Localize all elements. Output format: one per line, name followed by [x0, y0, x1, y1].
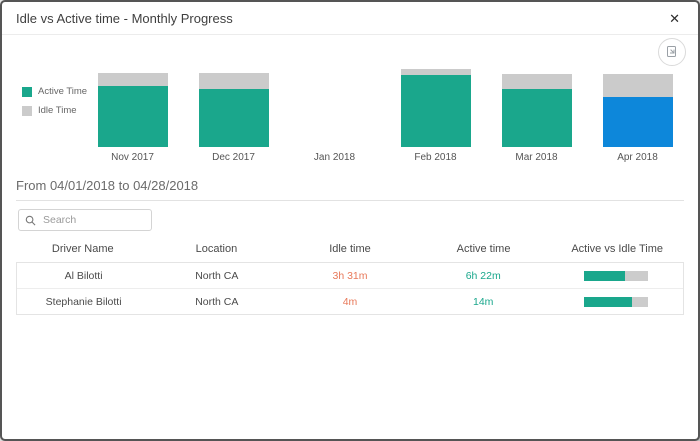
column-header-location: Location: [195, 243, 238, 255]
location-cell: North CA: [195, 269, 239, 282]
idle-segment: [501, 74, 572, 90]
legend-label-idle: Idle Time: [38, 105, 77, 116]
chart-month-slot[interactable]: Apr 2018: [587, 62, 688, 163]
chart-month-slot[interactable]: Jan 2018: [284, 62, 385, 163]
table-row[interactable]: Stephanie Bilotti North CA 4m 14m: [17, 289, 683, 314]
drivers-table: Al Bilotti North CA 3h 31m 6h 22m Stephanie …: [16, 262, 684, 315]
active-fill: [584, 270, 626, 281]
active-vs-idle-cell: [550, 296, 683, 307]
month-label: Nov 2017: [111, 152, 154, 163]
close-icon[interactable]: ✕: [669, 10, 680, 26]
active-vs-idle-bar: [584, 296, 649, 307]
chart-legend: Active Time Idle Time: [22, 86, 87, 124]
month-label: Mar 2018: [515, 152, 558, 163]
bars-area: Nov 2017 Dec 2017 Jan 2018 Feb 2018 Mar 2018…: [82, 62, 688, 163]
monthly-stacked-bar-chart: Active Time Idle Time Nov 2017 Dec 2017 Ja…: [2, 62, 698, 168]
column-header-active-vs-idle: Active vs Idle Time: [571, 243, 664, 255]
idle-segment: [602, 74, 673, 98]
chart-month-slot[interactable]: Nov 2017: [82, 62, 183, 163]
active-segment: [400, 75, 471, 147]
table-row[interactable]: Al Bilotti North CA 3h 31m 6h 22m: [17, 263, 683, 289]
chart-month-slot[interactable]: Feb 2018: [385, 62, 486, 163]
active-time-cell: 14m: [472, 295, 494, 308]
driver-name-cell: Stephanie Bilotti: [45, 295, 122, 308]
stacked-bar[interactable]: [198, 72, 269, 147]
chart-month-slot[interactable]: Dec 2017: [183, 62, 284, 163]
export-chart-button[interactable]: [658, 38, 686, 66]
active-time-swatch: [22, 86, 32, 97]
column-header-active-time: Active time: [456, 243, 511, 255]
chart-month-slot[interactable]: Mar 2018: [486, 62, 587, 163]
active-segment: [501, 89, 572, 147]
idle-segment: [400, 69, 471, 76]
active-segment: [198, 89, 269, 147]
legend-label-active: Active Time: [38, 86, 88, 97]
dialog-header: Idle vs Active time - Monthly Progress ✕: [2, 2, 698, 35]
period-heading: From 04/01/2018 to 04/28/2018: [16, 178, 684, 201]
idle-time-swatch: [22, 105, 32, 116]
month-label: Apr 2018: [617, 152, 658, 163]
month-label: Dec 2017: [212, 152, 255, 163]
dialog-title: Idle vs Active time - Monthly Progress: [16, 10, 233, 26]
column-header-driver-name: Driver Name: [51, 243, 114, 255]
month-label: Jan 2018: [313, 152, 356, 163]
stacked-bar[interactable]: [602, 74, 673, 147]
active-time-cell: 6h 22m: [465, 269, 501, 282]
active-fill: [584, 296, 632, 307]
location-cell: North CA: [195, 295, 239, 308]
legend-item-active: Active Time: [22, 86, 87, 97]
column-header-idle-time: Idle time: [329, 243, 371, 255]
legend-item-idle: Idle Time: [22, 105, 87, 116]
active-vs-idle-bar: [584, 270, 649, 281]
idle-time-cell: 4m: [342, 295, 358, 308]
search-input[interactable]: [41, 213, 145, 227]
idle-segment: [198, 72, 269, 90]
idle-time-cell: 3h 31m: [332, 269, 368, 282]
search-icon: [25, 215, 36, 225]
month-label: Feb 2018: [414, 152, 457, 163]
driver-name-cell: Al Bilotti: [64, 269, 103, 282]
active-vs-idle-cell: [550, 270, 683, 281]
stacked-bar[interactable]: [97, 72, 168, 147]
active-segment-selected: [602, 97, 673, 147]
search-box[interactable]: [18, 209, 152, 231]
active-segment: [97, 86, 168, 147]
export-image-icon: [667, 46, 676, 57]
stacked-bar[interactable]: [501, 74, 572, 147]
idle-segment: [97, 72, 168, 87]
stacked-bar[interactable]: [400, 69, 471, 147]
table-header: Driver Name Location Idle time Active ti…: [16, 243, 684, 255]
